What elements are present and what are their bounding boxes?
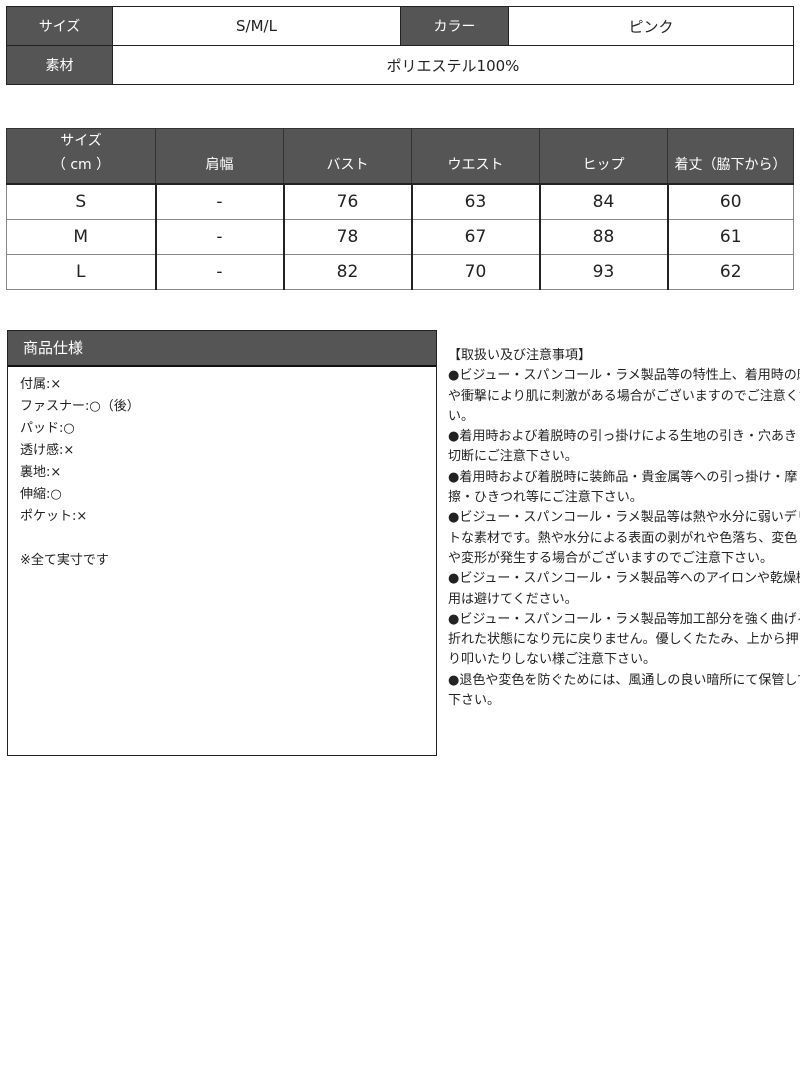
care-note-line: 折れた状態になり元に戻りません。優しくたたみ、上から押さえた (448, 632, 800, 648)
color-value: ピンク (508, 6, 794, 46)
column-header: ウエスト (411, 128, 540, 185)
spec-item: ファスナー:○（後） (20, 399, 140, 414)
size-cell: L (6, 254, 156, 290)
spec-item: 裏地:× (20, 465, 62, 480)
value-cell: - (154, 219, 284, 255)
spec-item: 付属:× (20, 377, 62, 392)
table-row: S - 76 63 84 60 (6, 183, 794, 220)
value-cell: 93 (538, 254, 668, 290)
care-note-line: ●ビジュー・スパンコール・ラメ製品等加工部分を強く曲げると (448, 611, 800, 627)
size-table-header: サイズ （ cm ） 肩幅 バスト ウエスト ヒップ 着丈（脇下から） (6, 128, 794, 185)
material-value: ポリエステル100% (112, 45, 794, 85)
care-notes: 【取扱い及び注意事項】 ●ビジュー・スパンコール・ラメ製品等の特性上、着用時の摩擦… (448, 346, 800, 711)
value-cell: 63 (410, 183, 540, 220)
value-cell: - (154, 254, 284, 290)
care-note-line: 切断にご注意下さい。 (448, 449, 578, 465)
care-note-line: ●ビジュー・スパンコール・ラメ製品等へのアイロンや乾燥機の使 (448, 571, 800, 587)
product-spec-box: 商品仕様 付属:× ファスナー:○（後） パッド:○ 透け感:× 裏地:× 伸縮… (7, 330, 437, 756)
value-cell: 88 (538, 219, 668, 255)
care-note-line: ●ビジュー・スパンコール・ラメ製品等の特性上、着用時の摩擦 (448, 368, 800, 384)
value-cell: 61 (666, 219, 794, 255)
size-header-line1: サイズ (60, 133, 102, 149)
value-cell: 78 (282, 219, 412, 255)
value-cell: 62 (666, 254, 794, 290)
product-spec-list: 付属:× ファスナー:○（後） パッド:○ 透け感:× 裏地:× 伸縮:○ ポケ… (8, 367, 436, 572)
care-notes-title: 【取扱い及び注意事項】 (448, 348, 592, 363)
care-note-line: 擦・ひきつれ等にご注意下さい。 (448, 490, 643, 506)
size-value: S/M/L (112, 6, 401, 46)
size-label: サイズ (6, 6, 113, 46)
size-header-unit: （ cm ） (51, 157, 111, 173)
care-note-line: ●着用時および着脱時の引っ掛けによる生地の引き・穴あき・ (448, 429, 800, 445)
column-header: ヒップ (539, 128, 668, 185)
size-color-row: サイズ S/M/L カラー ピンク (6, 6, 794, 46)
product-spec-title: 商品仕様 (8, 331, 436, 367)
care-note-line: り叩いたりしない様ご注意下さい。 (448, 652, 657, 668)
spec-item: ポケット:× (20, 509, 88, 524)
column-header: バスト (283, 128, 412, 185)
care-note-line: 用は避けてください。 (448, 591, 578, 607)
size-cell: M (6, 219, 156, 255)
care-note-line: ●ビジュー・スパンコール・ラメ製品等は熱や水分に弱いデリケー (448, 510, 800, 526)
size-cell: S (6, 183, 156, 220)
value-cell: 84 (538, 183, 668, 220)
table-row: M - 78 67 88 61 (6, 219, 794, 255)
material-label: 素材 (6, 45, 113, 85)
material-row: 素材 ポリエステル100% (6, 45, 794, 85)
care-note-line: や変形が発生する場合がございますのでご注意下さい。 (448, 550, 774, 566)
basic-info-table: サイズ S/M/L カラー ピンク 素材 ポリエステル100% (6, 6, 794, 85)
spec-item: 伸縮:○ (20, 487, 62, 502)
value-cell: - (154, 183, 284, 220)
value-cell: 82 (282, 254, 412, 290)
column-header: 着丈（脇下から） (667, 128, 794, 185)
spec-item: パッド:○ (20, 421, 75, 436)
care-note-line: い。 (448, 408, 475, 424)
care-note-line: 下さい。 (448, 693, 501, 709)
spec-note: ※全て実寸です (20, 553, 109, 568)
value-cell: 76 (282, 183, 412, 220)
care-note-line: ●退色や変色を防ぐためには、風通しの良い暗所にて保管して (448, 672, 800, 688)
size-table: サイズ （ cm ） 肩幅 バスト ウエスト ヒップ 着丈（脇下から） S - 7… (6, 128, 794, 290)
value-cell: 67 (410, 219, 540, 255)
spec-item: 透け感:× (20, 443, 75, 458)
color-label: カラー (400, 6, 509, 46)
value-cell: 70 (410, 254, 540, 290)
value-cell: 60 (666, 183, 794, 220)
size-header: サイズ （ cm ） (6, 128, 156, 185)
care-note-line: ●着用時および着脱時に装飾品・貴金属等への引っ掛け・摩 (448, 469, 798, 485)
care-note-line: トな素材です。熱や水分による表面の剥がれや色落ち、変色 (448, 530, 798, 546)
table-row: L - 82 70 93 62 (6, 254, 794, 290)
care-note-line: や衝撃により肌に刺激がある場合がございますのでご注意くださ (448, 388, 800, 404)
column-header: 肩幅 (155, 128, 284, 185)
